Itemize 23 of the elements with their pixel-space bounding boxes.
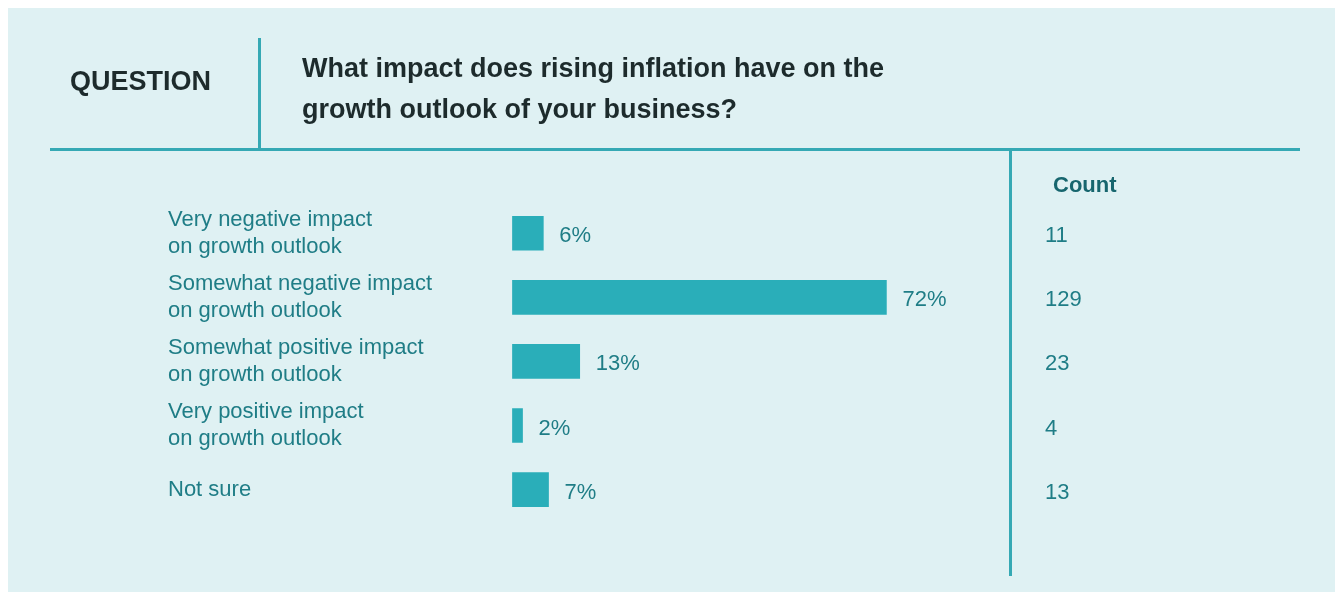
bar	[512, 279, 887, 315]
y-tick-label: Somewhat positive impact on growth outlook	[168, 334, 424, 386]
y-tick-label: Very negative impact on growth outlook	[168, 206, 373, 258]
data-label: 2%	[538, 414, 571, 440]
text: 129	[1045, 286, 1082, 312]
text: 13	[1045, 478, 1070, 504]
data-label: 7%	[564, 478, 597, 504]
text: 4	[1045, 414, 1058, 440]
chart-title: What impact does rising inflation have on the growth outlook of your business?	[302, 52, 886, 126]
data-label: 13%	[595, 350, 640, 376]
bar	[512, 215, 544, 251]
text: 11	[1045, 222, 1068, 248]
y-tick-label: Somewhat negative impact on growth outlook	[168, 270, 433, 322]
bar	[512, 472, 549, 507]
data-label: 72%	[902, 286, 947, 312]
y-tick-label: Very positive impact on growth outlook	[168, 398, 364, 450]
text: QUESTION	[70, 66, 212, 97]
y-tick-label: Not sure	[168, 475, 252, 501]
data-label: 6%	[559, 222, 592, 248]
bar	[512, 408, 523, 443]
text: 23	[1045, 350, 1070, 376]
text: Count	[1053, 172, 1118, 198]
bar	[512, 344, 581, 379]
